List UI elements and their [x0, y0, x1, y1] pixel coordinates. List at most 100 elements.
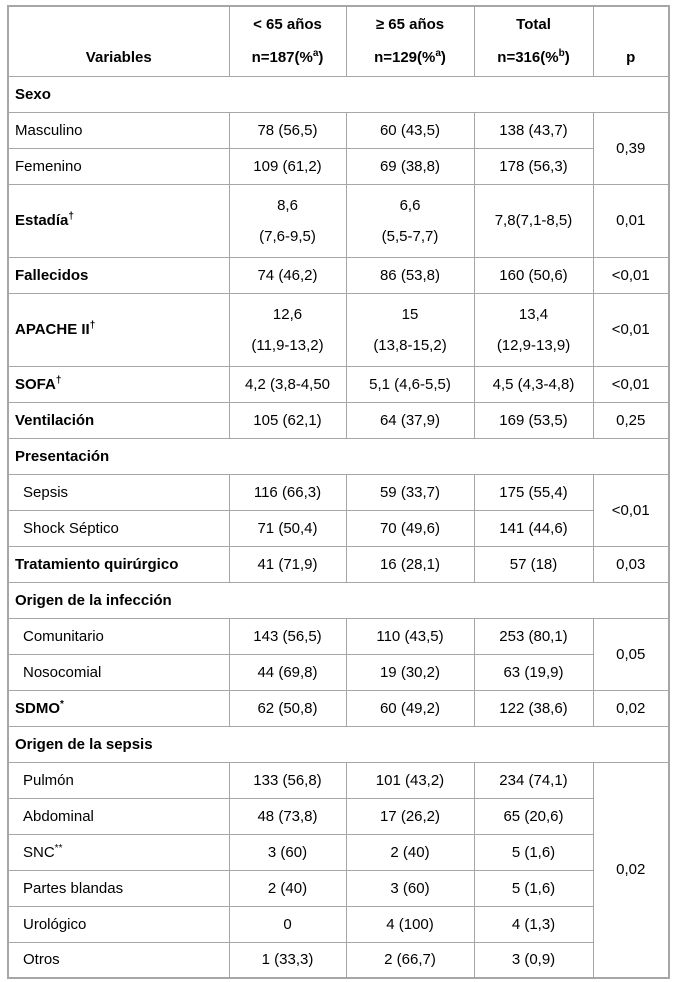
col-header-p: p — [592, 5, 670, 77]
value-cell: 5,1 (4,6-5,5) — [345, 365, 475, 403]
value-cell: 17 (26,2) — [345, 797, 475, 835]
section-row: Sexo — [7, 75, 670, 113]
table-header: Variables < 65 años n=187(%a) ≥ 65 años … — [7, 5, 670, 77]
section-header: Sexo — [7, 75, 670, 113]
value-cell: 60 (49,2) — [345, 689, 475, 727]
value-cell: 74 (46,2) — [228, 256, 347, 294]
col-header-total: Total n=316(%b) — [473, 5, 594, 77]
value-cell: 5 (1,6) — [473, 869, 594, 907]
value-line: 12,6 — [272, 305, 303, 323]
value-cell: 4,5 (4,3-4,8) — [473, 365, 594, 403]
col-header-under-65: < 65 años n=187(%a) — [228, 5, 347, 77]
value-line: (5,5-7,7) — [381, 227, 439, 245]
p-value-cell: 0,01 — [592, 183, 670, 258]
header-n-65-and-over: n=129(%a) — [374, 47, 446, 66]
value-cell: 1 (33,3) — [228, 941, 347, 979]
value-cell: 86 (53,8) — [345, 256, 475, 294]
row-label: Pulmón — [7, 761, 230, 799]
header-n-total: n=316(%b) — [497, 47, 570, 66]
value-cell: 71 (50,4) — [228, 509, 347, 547]
section-header: Origen de la infección — [7, 581, 670, 619]
value-cell: 122 (38,6) — [473, 689, 594, 727]
value-cell: 141 (44,6) — [473, 509, 594, 547]
p-value-cell: 0,05 — [592, 617, 670, 691]
data-row: Shock Séptico 71 (50,4) 70 (49,6) 141 (44,6… — [7, 509, 669, 547]
data-row: Urológico 0 4 (100) 4 (1,3) — [7, 905, 669, 943]
row-label-superscript: † — [89, 320, 96, 331]
header-variables-label: Variables — [85, 48, 152, 66]
value-cell: 69 (38,8) — [345, 147, 475, 185]
p-value-cell: <0,01 — [592, 473, 670, 547]
header-p-label: p — [626, 48, 636, 66]
value-cell: 160 (50,6) — [473, 256, 594, 294]
value-cell: 4,2 (3,8-4,50 — [228, 365, 347, 403]
row-label: SNC** — [7, 833, 230, 871]
value-cell: 65 (20,6) — [473, 797, 594, 835]
data-row: Estadía† 8,6 (7,6-9,5) 6,6 (5,5-7,7) 7,8(7,1-… — [7, 183, 670, 258]
value-line: 6,6 — [399, 196, 421, 214]
value-cell: 4 (1,3) — [473, 905, 594, 943]
value-line: 13,4 — [518, 305, 549, 323]
footnote-marker-b: b — [558, 47, 565, 59]
value-cell: 13,4 (12,9-13,9) — [473, 292, 594, 367]
p-value-cell: 0,03 — [592, 545, 670, 583]
row-label: SOFA† — [7, 365, 230, 403]
value-cell: 70 (49,6) — [345, 509, 475, 547]
data-row: APACHE II† 12,6 (11,9-13,2) 15 (13,8-15,2) 13… — [7, 292, 670, 367]
value-cell: 2 (40) — [345, 833, 475, 871]
section-row: Origen de la sepsis — [7, 725, 670, 763]
value-cell: 19 (30,2) — [345, 653, 475, 691]
row-label: Urológico — [7, 905, 230, 943]
row-label: Fallecidos — [7, 256, 230, 294]
table-body: Sexo Masculino 78 (56,5) 60 (43,5) 138 (43,7… — [7, 75, 670, 979]
value-line: 15 — [401, 305, 419, 323]
value-cell: 15 (13,8-15,2) — [345, 292, 475, 367]
data-row: Sepsis 116 (66,3) 59 (33,7) 175 (55,4) <0,01 — [7, 473, 670, 547]
p-value-cell: 0,39 — [592, 111, 670, 185]
p-value-cell: 0,25 — [592, 401, 670, 439]
p-value-cell: <0,01 — [592, 292, 670, 367]
p-value-cell: 0,02 — [592, 761, 670, 979]
value-cell: 110 (43,5) — [345, 617, 475, 655]
value-line: (13,8-15,2) — [373, 336, 447, 354]
col-header-65-and-over: ≥ 65 años n=129(%a) — [345, 5, 475, 77]
value-cell: 2 (66,7) — [345, 941, 475, 979]
section-header: Presentación — [7, 437, 670, 475]
value-cell: 105 (62,1) — [228, 401, 347, 439]
data-row: Masculino 78 (56,5) 60 (43,5) 138 (43,7) 0,3… — [7, 111, 670, 185]
value-cell: 5 (1,6) — [473, 833, 594, 871]
value-cell: 2 (40) — [228, 869, 347, 907]
data-row: SNC** 3 (60) 2 (40) 5 (1,6) — [7, 833, 669, 871]
section-row: Presentación — [7, 437, 670, 475]
value-cell: 64 (37,9) — [345, 401, 475, 439]
row-label: Abdominal — [7, 797, 230, 835]
data-row: Otros 1 (33,3) 2 (66,7) 3 (0,9) — [7, 941, 669, 979]
header-spacer — [600, 16, 663, 34]
header-row: Variables < 65 años n=187(%a) ≥ 65 años … — [7, 5, 670, 77]
data-row: Femenino 109 (61,2) 69 (38,8) 178 (56,3) — [7, 147, 669, 185]
value-cell: 116 (66,3) — [228, 473, 347, 511]
data-row: Tratamiento quirúrgico 41 (71,9) 16 (28,1)… — [7, 545, 670, 583]
row-label: Comunitario — [7, 617, 230, 655]
p-value-cell: <0,01 — [592, 256, 670, 294]
data-row: Comunitario 143 (56,5) 110 (43,5) 253 (80,1… — [7, 617, 670, 691]
value-cell: 4 (100) — [345, 905, 475, 943]
data-row: SDMO* 62 (50,8) 60 (49,2) 122 (38,6) 0,02 — [7, 689, 670, 727]
value-cell: 169 (53,5) — [473, 401, 594, 439]
row-label: Sepsis — [7, 473, 230, 511]
row-label: Ventilación — [7, 401, 230, 439]
value-cell: 143 (56,5) — [228, 617, 347, 655]
value-cell: 8,6 (7,6-9,5) — [228, 183, 347, 258]
data-row: Partes blandas 2 (40) 3 (60) 5 (1,6) — [7, 869, 669, 907]
col-header-variables: Variables — [7, 5, 230, 77]
value-cell: 57 (18) — [473, 545, 594, 583]
value-cell: 138 (43,7) — [473, 111, 594, 149]
value-cell: 44 (69,8) — [228, 653, 347, 691]
p-value-cell: <0,01 — [592, 365, 670, 403]
value-cell: 60 (43,5) — [345, 111, 475, 149]
value-cell: 109 (61,2) — [228, 147, 347, 185]
value-cell: 48 (73,8) — [228, 797, 347, 835]
value-cell: 6,6 (5,5-7,7) — [345, 183, 475, 258]
row-label: APACHE II† — [7, 292, 230, 367]
clinical-comparison-table: Variables < 65 años n=187(%a) ≥ 65 años … — [7, 5, 670, 979]
